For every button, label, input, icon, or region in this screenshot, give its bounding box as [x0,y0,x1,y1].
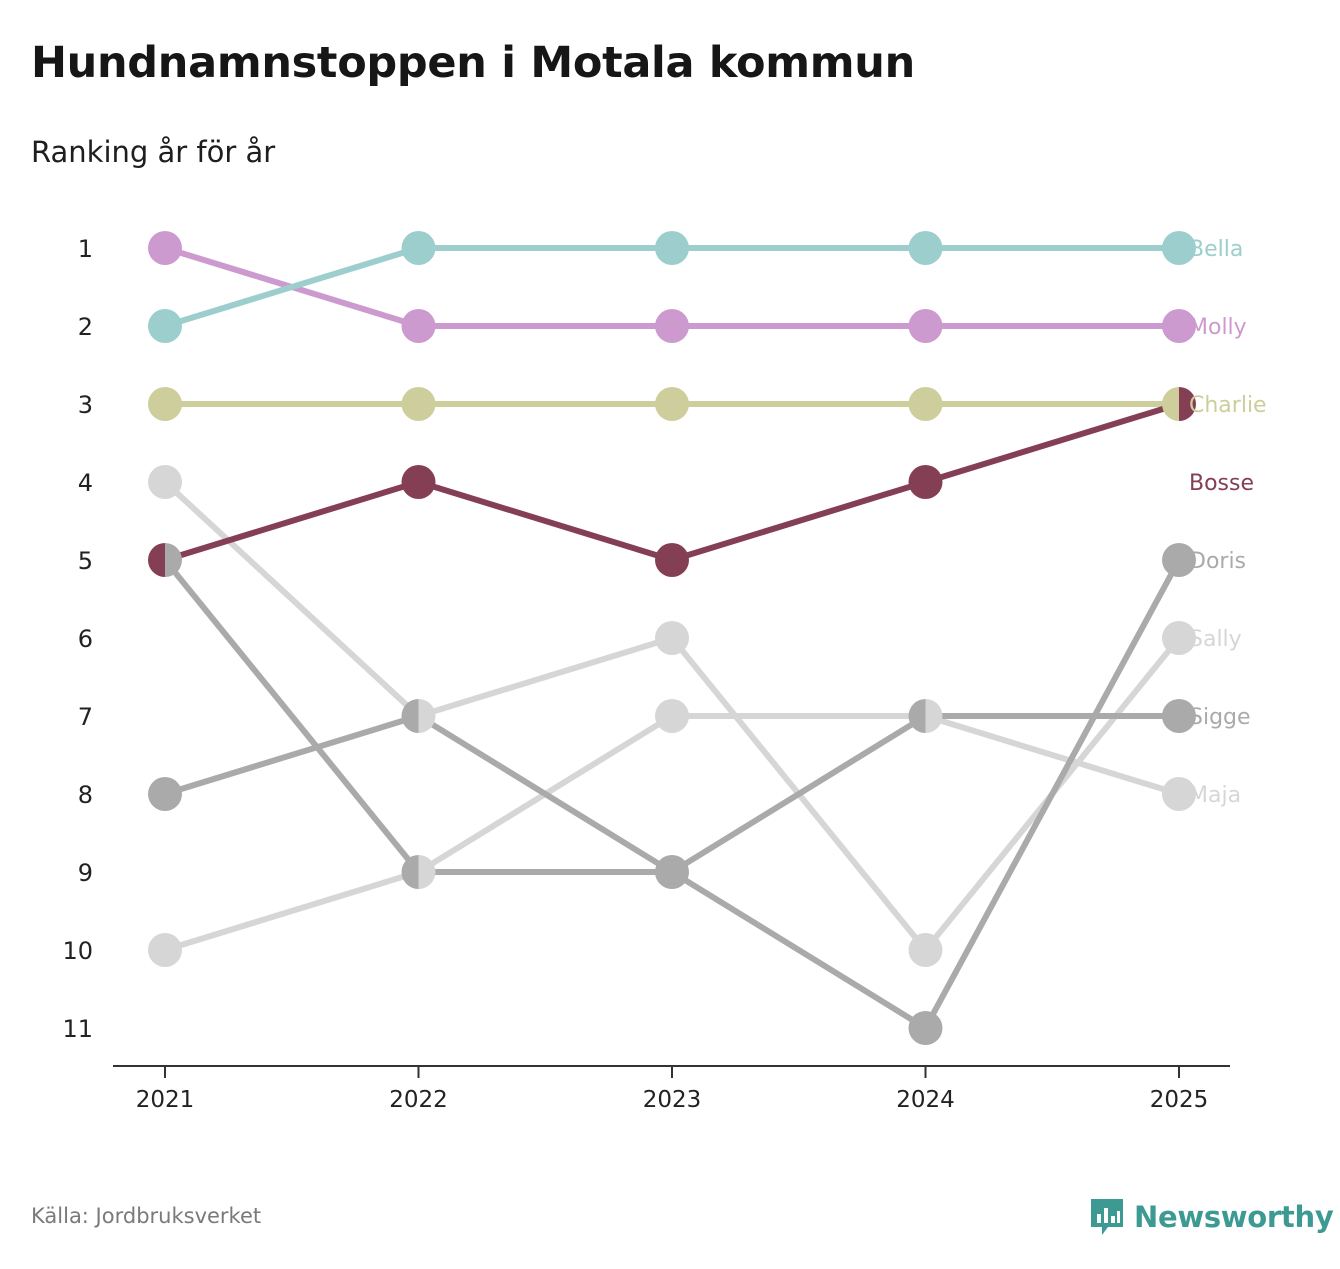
point-molly [401,309,436,343]
y-tick-label: 4 [78,469,93,497]
y-tick-label: 11 [62,1015,93,1043]
source-note: Källa: Jordbruksverket [31,1204,262,1228]
point-bosse [655,543,689,577]
point-sally [148,465,182,499]
point-bosse [1179,387,1196,421]
point-bosse [908,465,943,499]
point-charlie [908,387,943,421]
y-tick-label: 8 [78,781,93,809]
point-molly [908,309,943,343]
point-bosse [148,543,165,577]
point-molly [655,309,689,343]
y-tick-label: 2 [78,313,93,341]
x-tick-label: 2022 [389,1087,448,1113]
series-label-molly: Molly [1189,315,1247,340]
point-doris [908,1011,943,1045]
point-bella [1162,231,1196,265]
chart-title: Hundnamnstoppen i Motala kommun [31,38,915,88]
point-maja [418,855,436,889]
point-bella [148,309,182,343]
series-points [148,231,1196,1045]
y-tick-label: 10 [62,937,93,965]
series-label-bosse: Bosse [1189,471,1254,496]
y-tick-label: 5 [78,547,93,575]
x-tick-label: 2025 [1150,1087,1209,1113]
point-bosse [401,465,436,499]
series-label-doris: Doris [1189,549,1246,574]
point-sally [1162,621,1196,655]
point-sigge [148,777,182,811]
point-doris [655,855,672,889]
point-sigge [1162,699,1196,733]
series-line-sigge [162,713,1182,875]
y-tick-label: 1 [78,235,93,263]
series-label-sally: Sally [1189,627,1242,652]
point-sigge [672,855,689,889]
newsworthy-logo-icon [1091,1199,1123,1235]
chart-subtitle: Ranking år för år [31,135,276,169]
point-maja [148,933,182,967]
series-label-sigge: Sigge [1189,705,1251,730]
series-label-charlie: Charlie [1189,393,1267,418]
series-labels: Maja Sally Sigge Doris Charlie Bosse Molly Bell… [1189,237,1267,808]
point-bella [908,231,943,265]
x-tick-label: 2024 [896,1087,955,1113]
point-sally [655,621,689,655]
point-doris [401,855,419,889]
point-doris [165,543,182,577]
point-sigge [401,699,419,733]
point-molly [1162,309,1196,343]
point-molly [148,231,182,265]
series-label-bella: Bella [1189,237,1243,262]
x-axis: 2021 2022 2023 2024 2025 [113,1065,1230,1113]
y-axis: 1 2 3 4 5 6 7 8 9 10 11 [62,235,93,1043]
x-tick-label: 2023 [643,1087,702,1113]
brand-logo: Newsworthy [1088,1196,1334,1238]
point-sally [908,933,943,967]
y-tick-label: 7 [78,703,93,731]
point-charlie [655,387,689,421]
y-tick-label: 6 [78,625,93,653]
point-sally [418,699,436,733]
point-maja [655,699,689,733]
y-tick-label: 9 [78,859,93,887]
brand-name: Newsworthy [1134,1200,1334,1234]
point-charlie [1162,387,1179,421]
point-doris [1162,543,1196,577]
y-tick-label: 3 [78,391,93,419]
point-charlie [148,387,182,421]
point-bella [401,231,436,265]
point-charlie [401,387,436,421]
point-maja [925,699,943,733]
x-tick-label: 2021 [136,1087,195,1113]
series-line-bosse [162,401,1182,563]
point-sigge [908,699,926,733]
point-maja [1162,777,1196,811]
series-label-maja: Maja [1189,783,1241,808]
point-bella [655,231,689,265]
